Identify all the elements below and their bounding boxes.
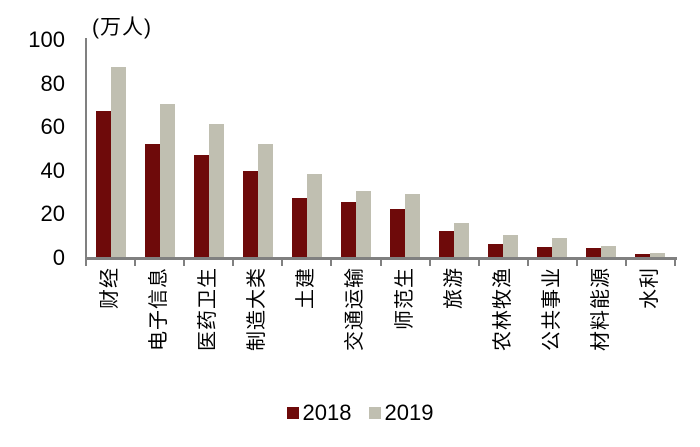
bar-2019-6: [405, 194, 421, 257]
x-axis-tick: [85, 257, 87, 266]
x-axis-tick: [624, 257, 627, 266]
x-axis-category-label: 电子信息: [148, 267, 171, 351]
x-axis-tick: [526, 257, 529, 266]
x-axis-category-label: 制造大类: [246, 267, 269, 351]
x-axis-category-label: 师范生: [393, 267, 416, 330]
bar-2018-9: [537, 247, 553, 257]
bar-2019-8: [503, 235, 519, 257]
bar-2018-4: [291, 198, 307, 257]
legend-swatch-2019: [368, 407, 381, 419]
x-axis-tick: [575, 257, 578, 266]
bar-2018-2: [193, 155, 209, 257]
bar-2019-9: [552, 238, 568, 257]
y-axis-line: [85, 38, 87, 260]
x-axis-tick: [281, 257, 284, 266]
bar-2019-4: [306, 174, 322, 257]
bar-2019-5: [355, 191, 371, 257]
x-axis-category-label: 财经: [99, 267, 122, 309]
bar-2018-0: [95, 111, 111, 257]
bar-2019-7: [454, 223, 470, 257]
bar-2018-7: [439, 231, 455, 257]
x-axis-tick: [183, 257, 186, 266]
bar-2019-1: [159, 104, 175, 257]
bar-2018-1: [144, 144, 160, 257]
bar-2018-8: [488, 244, 504, 257]
legend-label-2018: 2018: [302, 400, 352, 425]
bar-2019-10: [601, 246, 617, 257]
x-axis-category-label: 材料能源: [589, 267, 612, 351]
x-axis-tick: [379, 257, 382, 266]
legend-label-2019: 2019: [384, 400, 434, 425]
bar-2018-3: [242, 171, 258, 257]
x-axis-tick: [477, 257, 480, 266]
y-axis-tick-label: 60: [40, 114, 65, 140]
bar-2018-6: [390, 209, 406, 257]
x-axis-category-label: 土建: [295, 267, 318, 309]
x-axis-tick: [134, 257, 137, 266]
x-axis-category-label: 医药卫生: [197, 267, 220, 351]
bar-2019-11: [650, 253, 666, 257]
bar-2018-10: [586, 248, 602, 257]
bar-2018-5: [340, 202, 356, 257]
y-axis-tick-label: 40: [40, 157, 65, 183]
bar-2018-11: [635, 254, 651, 257]
y-axis-tick-label: 20: [40, 201, 65, 227]
x-axis-category-label: 交通运输: [344, 267, 367, 351]
x-axis-tick: [674, 257, 676, 266]
bar-2019-0: [110, 67, 126, 257]
x-axis-category-label: 农林牧渔: [491, 267, 514, 351]
x-axis-tick: [232, 257, 235, 266]
y-axis-tick-label: 80: [40, 70, 65, 96]
legend-item-2018: 2018: [286, 400, 352, 425]
x-axis-category-label: 旅游: [442, 267, 465, 309]
x-axis-category-label: 水利: [638, 267, 661, 309]
bar-2019-3: [257, 144, 273, 257]
legend: 2018 2019: [0, 401, 700, 425]
legend-item-2019: 2019: [368, 400, 434, 425]
y-axis-tick-label: 100: [28, 27, 65, 52]
bar-2019-2: [208, 124, 224, 257]
legend-swatch-2018: [286, 407, 299, 419]
x-axis-tick: [330, 257, 333, 266]
x-axis-tick: [428, 257, 431, 266]
x-axis-category-label: 公共事业: [540, 267, 563, 351]
axis-unit-label: (万人): [92, 16, 152, 39]
y-axis-tick-label: 0: [52, 245, 65, 270]
